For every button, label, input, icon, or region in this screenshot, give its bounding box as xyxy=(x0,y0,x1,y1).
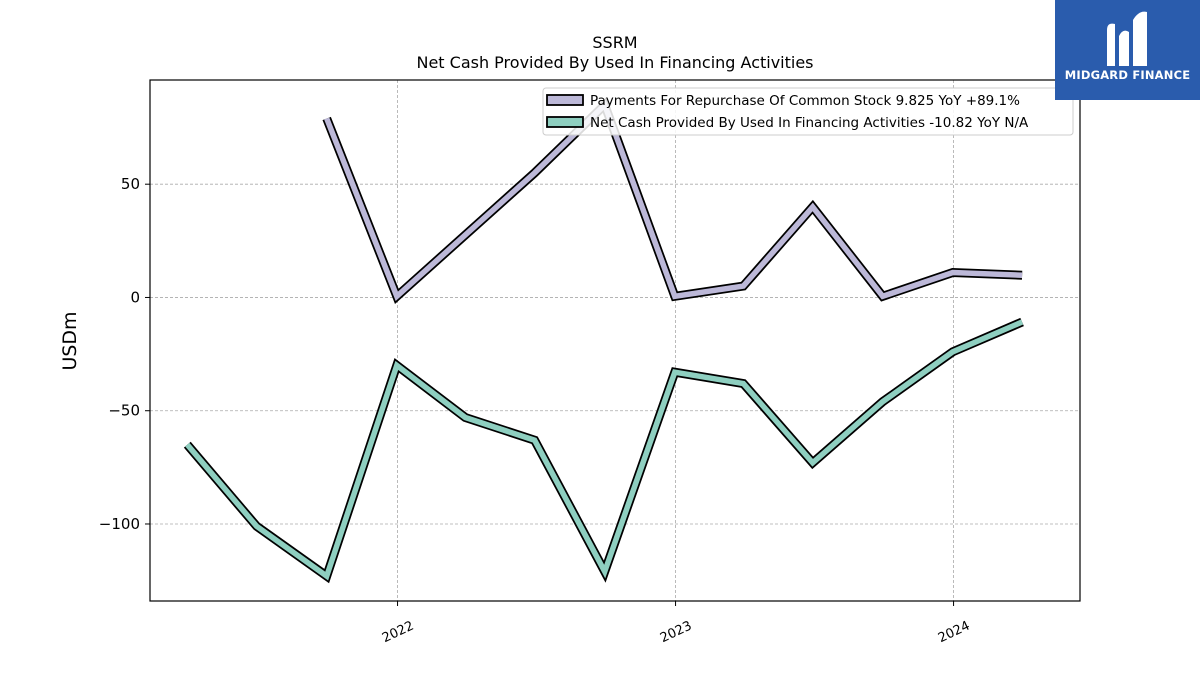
chart-subtitle: Net Cash Provided By Used In Financing A… xyxy=(416,53,813,72)
x-tick-label: 2022 xyxy=(380,619,416,647)
legend: Payments For Repurchase Of Common Stock … xyxy=(542,87,1074,136)
legend-box xyxy=(542,87,1074,136)
y-axis-label: USDm xyxy=(59,311,81,370)
chart-title: SSRM xyxy=(592,33,637,52)
brand-name: MIDGARD FINANCE xyxy=(1064,68,1191,82)
legend-swatch-1 xyxy=(546,94,584,106)
series-outline-2 xyxy=(183,317,1024,584)
y-tick-label: 0 xyxy=(130,288,140,306)
series-line-1 xyxy=(324,99,1023,301)
y-axis-ticks: −100 −50 0 50 xyxy=(99,175,150,533)
x-tick-label: 2024 xyxy=(936,619,972,647)
grid xyxy=(150,80,1080,601)
series-line-2 xyxy=(185,319,1024,581)
brand-logo: MIDGARD FINANCE xyxy=(1055,0,1200,100)
legend-label-2: Net Cash Provided By Used In Financing A… xyxy=(590,115,1029,131)
x-axis-ticks: 2022 2023 2024 xyxy=(380,601,972,646)
legend-label-1: Payments For Repurchase Of Common Stock … xyxy=(590,93,1020,109)
legend-swatch-2 xyxy=(546,116,584,128)
y-tick-label: 50 xyxy=(121,175,140,193)
plot-frame xyxy=(149,79,1081,602)
y-tick-label: −50 xyxy=(108,402,140,420)
plot-lines xyxy=(183,96,1024,584)
x-tick-label: 2023 xyxy=(658,619,694,647)
logo-mark-icon xyxy=(1107,11,1147,67)
y-tick-label: −100 xyxy=(99,515,140,533)
